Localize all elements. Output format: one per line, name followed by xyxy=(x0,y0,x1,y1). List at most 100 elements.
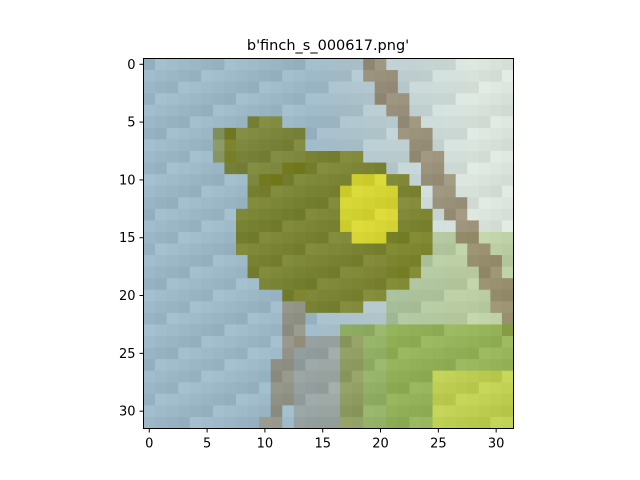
image-pixel xyxy=(201,232,213,244)
image-pixel xyxy=(490,405,502,417)
image-pixel xyxy=(375,70,387,82)
image-pixel xyxy=(201,163,213,175)
image-pixel xyxy=(167,105,179,117)
image-pixel xyxy=(155,371,167,383)
image-pixel xyxy=(340,139,352,151)
image-pixel xyxy=(433,278,445,290)
image-pixel xyxy=(456,186,468,198)
image-pixel xyxy=(236,382,248,394)
image-pixel xyxy=(479,417,491,429)
image-pixel xyxy=(409,232,421,244)
image-pixel xyxy=(213,267,225,279)
image-pixel xyxy=(340,232,352,244)
image-pixel xyxy=(467,220,479,232)
image-pixel xyxy=(271,220,283,232)
image-pixel xyxy=(213,382,225,394)
image-pixel xyxy=(363,93,375,105)
image-pixel xyxy=(375,209,387,221)
image-pixel xyxy=(317,197,329,209)
image-pixel xyxy=(317,116,329,128)
image-pixel xyxy=(201,209,213,221)
image-pixel xyxy=(224,209,236,221)
image-pixel xyxy=(213,244,225,256)
image-pixel xyxy=(294,139,306,151)
image-pixel xyxy=(317,301,329,313)
image-pixel xyxy=(144,139,156,151)
image-pixel xyxy=(456,313,468,325)
image-pixel xyxy=(190,232,202,244)
image-pixel xyxy=(444,313,456,325)
image-pixel xyxy=(259,301,271,313)
image-pixel xyxy=(363,301,375,313)
image-pixel xyxy=(213,209,225,221)
image-pixel xyxy=(305,324,317,336)
image-pixel xyxy=(167,382,179,394)
image-pixel xyxy=(201,324,213,336)
image-pixel xyxy=(190,174,202,186)
image-pixel xyxy=(490,324,502,336)
image-pixel xyxy=(236,209,248,221)
image-pixel xyxy=(398,220,410,232)
image-pixel xyxy=(271,336,283,348)
image-pixel xyxy=(282,324,294,336)
image-pixel xyxy=(294,244,306,256)
image-pixel xyxy=(340,244,352,256)
image-pixel xyxy=(329,209,341,221)
image-pixel xyxy=(190,359,202,371)
image-pixel xyxy=(467,93,479,105)
image-pixel xyxy=(178,70,190,82)
image-pixel xyxy=(271,348,283,360)
image-pixel xyxy=(386,278,398,290)
image-pixel xyxy=(144,244,156,256)
image-pixel xyxy=(490,313,502,325)
image-pixel xyxy=(340,371,352,383)
image-pixel xyxy=(294,290,306,302)
image-pixel xyxy=(155,209,167,221)
image-pixel xyxy=(155,394,167,406)
image-pixel xyxy=(190,116,202,128)
image-pixel xyxy=(398,151,410,163)
plot-title: b'finch_s_000617.png' xyxy=(247,38,409,54)
image-pixel xyxy=(456,267,468,279)
image-pixel xyxy=(421,186,433,198)
image-pixel xyxy=(144,267,156,279)
image-pixel xyxy=(224,186,236,198)
image-pixel xyxy=(305,220,317,232)
image-pixel xyxy=(201,301,213,313)
image-pixel xyxy=(248,232,260,244)
image-pixel xyxy=(329,197,341,209)
image-pixel xyxy=(259,394,271,406)
image-pixel xyxy=(155,313,167,325)
image-pixel xyxy=(224,405,236,417)
image-pixel xyxy=(248,394,260,406)
image-pixel xyxy=(398,186,410,198)
image-pixel xyxy=(433,301,445,313)
image-pixel xyxy=(167,139,179,151)
image-pixel xyxy=(433,59,445,71)
image-pixel xyxy=(479,105,491,117)
image-pixel xyxy=(201,82,213,94)
image-pixel xyxy=(155,359,167,371)
image-pixel xyxy=(363,186,375,198)
pixel-image xyxy=(144,59,514,429)
image-pixel xyxy=(248,255,260,267)
image-pixel xyxy=(467,267,479,279)
image-pixel xyxy=(305,244,317,256)
image-pixel xyxy=(363,220,375,232)
image-pixel xyxy=(386,301,398,313)
image-pixel xyxy=(236,336,248,348)
image-pixel xyxy=(398,278,410,290)
y-tick-label: 10 xyxy=(119,173,136,188)
image-pixel xyxy=(144,128,156,140)
image-pixel xyxy=(190,220,202,232)
image-pixel xyxy=(305,290,317,302)
image-pixel xyxy=(386,417,398,429)
image-pixel xyxy=(294,128,306,140)
image-pixel xyxy=(456,371,468,383)
image-pixel xyxy=(386,348,398,360)
image-pixel xyxy=(352,186,364,198)
image-pixel xyxy=(409,394,421,406)
image-pixel xyxy=(271,382,283,394)
image-pixel xyxy=(444,255,456,267)
image-pixel xyxy=(502,151,514,163)
